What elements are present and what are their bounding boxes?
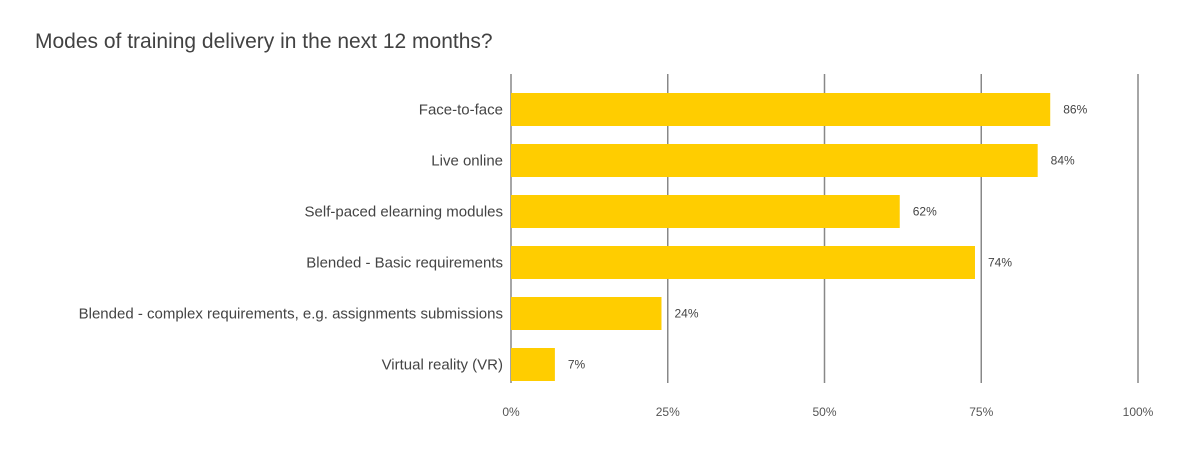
x-tick-label: 50% <box>812 405 836 419</box>
data-label: 84% <box>1051 154 1075 168</box>
bar <box>511 348 555 381</box>
x-tick-label: 75% <box>969 405 993 419</box>
data-label: 74% <box>988 256 1012 270</box>
data-label: 62% <box>913 205 937 219</box>
category-label: Virtual reality (VR) <box>382 357 503 374</box>
category-label: Blended - Basic requirements <box>306 255 503 272</box>
category-label: Blended - complex requirements, e.g. ass… <box>79 306 503 323</box>
data-label: 7% <box>568 358 586 372</box>
x-tick-label: 0% <box>502 405 520 419</box>
category-label: Self-paced elearning modules <box>305 204 503 221</box>
category-label: Face-to-face <box>419 102 503 119</box>
bar <box>511 297 662 330</box>
bar <box>511 195 900 228</box>
x-tick-label: 100% <box>1123 405 1154 419</box>
bar <box>511 93 1051 126</box>
data-label: 24% <box>674 307 698 321</box>
bar <box>511 246 975 279</box>
chart-title: Modes of training delivery in the next 1… <box>35 30 493 53</box>
category-label: Live online <box>431 153 503 170</box>
x-tick-label: 25% <box>656 405 680 419</box>
data-label: 86% <box>1063 103 1087 117</box>
bar <box>511 144 1038 177</box>
